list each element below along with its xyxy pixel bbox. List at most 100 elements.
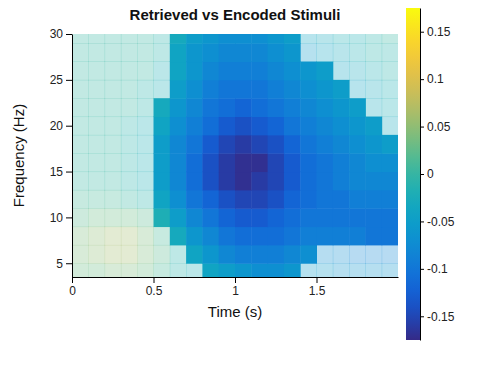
heatmap-cell [186,117,203,136]
heatmap-cell [268,245,285,264]
heatmap-cell [365,34,382,44]
heatmap-cell [317,172,334,191]
tick: 1 [232,277,239,298]
heatmap-cells [72,34,398,277]
heatmap-cell [137,245,154,264]
heatmap-cell [251,62,268,81]
heatmap-cell [72,62,89,81]
heatmap-cell [300,153,317,172]
tick-mark [420,316,424,317]
heatmap-cell [235,98,252,117]
heatmap-cell [154,227,171,246]
heatmap-cell [72,227,89,246]
tick: 30 [50,27,72,41]
heatmap-cell [72,98,89,117]
heatmap-cell [317,117,334,136]
tick: 0.5 [146,277,163,298]
tick-mark [420,174,424,175]
heatmap-cell [88,62,105,81]
tick: 10 [50,211,72,225]
heatmap-cell [300,208,317,227]
heatmap-cell [121,98,138,117]
heatmap-cell [154,34,171,44]
heatmap-cell [202,34,219,44]
tick-mark [420,269,424,270]
heatmap-cell [333,135,350,154]
heatmap-cell [137,135,154,154]
tick-mark [66,172,72,173]
heatmap-cell [88,34,105,44]
heatmap-cell [317,34,334,44]
heatmap-cell [186,172,203,191]
heatmap-cell [235,190,252,209]
heatmap-cell [137,263,154,277]
heatmap-cell [170,263,187,277]
axis-line [72,35,73,278]
heatmap-cell [88,190,105,209]
heatmap-cell [268,80,285,99]
heatmap-cell [170,34,187,44]
heatmap-cell [268,263,285,277]
heatmap-cell [300,190,317,209]
heatmap-cell [202,227,219,246]
heatmap-cell [186,153,203,172]
heatmap-cell [186,135,203,154]
heatmap-cell [88,135,105,154]
heatmap-cell [251,34,268,44]
heatmap-cell [235,227,252,246]
heatmap-cell [202,172,219,191]
heatmap-cell [284,153,301,172]
heatmap-cell [154,190,171,209]
tick-label: 5 [56,257,63,271]
heatmap-cell [382,98,398,117]
tick-label: 15 [50,165,64,179]
heatmap-cell [235,172,252,191]
heatmap-cell [72,208,89,227]
heatmap-cell [365,263,382,277]
heatmap-cell [365,208,382,227]
tick: -0.05 [420,215,455,229]
tick-mark [420,32,424,33]
heatmap-cell [268,208,285,227]
heatmap-cell [284,62,301,81]
heatmap-cell [137,98,154,117]
heatmap-cell [72,43,89,62]
heatmap-cell [284,172,301,191]
colorbar-axis: -0.15-0.1-0.0500.050.10.15 [420,9,455,341]
heatmap-cell [202,98,219,117]
heatmap-cell [219,190,236,209]
tick-label: 0.05 [427,120,451,134]
heatmap-cell [137,208,154,227]
heatmap-cell [105,245,122,264]
heatmap-cell [284,80,301,99]
tick-mark [235,277,236,283]
tick: 25 [50,73,72,87]
heatmap-cell [121,34,138,44]
heatmap-cell [284,135,301,154]
heatmap-cell [349,117,366,136]
heatmap-cell [219,245,236,264]
heatmap-cell [219,153,236,172]
heatmap-cell [219,227,236,246]
heatmap-cell [137,190,154,209]
tick-label: 10 [50,211,64,225]
heatmap-cell [235,208,252,227]
heatmap-cell [251,80,268,99]
tick: 0.1 [420,72,444,86]
heatmap-cell [284,34,301,44]
heatmap-cell [333,117,350,136]
heatmap-cell [251,172,268,191]
heatmap-cell [365,135,382,154]
tick-label: 1 [232,284,239,298]
tick-mark [420,79,424,80]
heatmap-cell [235,153,252,172]
heatmap-cell [202,43,219,62]
heatmap-cell [170,227,187,246]
heatmap-cell [186,43,203,62]
heatmap-cell [268,62,285,81]
heatmap-cell [365,98,382,117]
heatmap-cell [268,34,285,44]
title: Retrieved vs Encoded Stimuli [130,6,341,23]
heatmap-cell [170,245,187,264]
tick-label: 0.15 [427,25,451,39]
